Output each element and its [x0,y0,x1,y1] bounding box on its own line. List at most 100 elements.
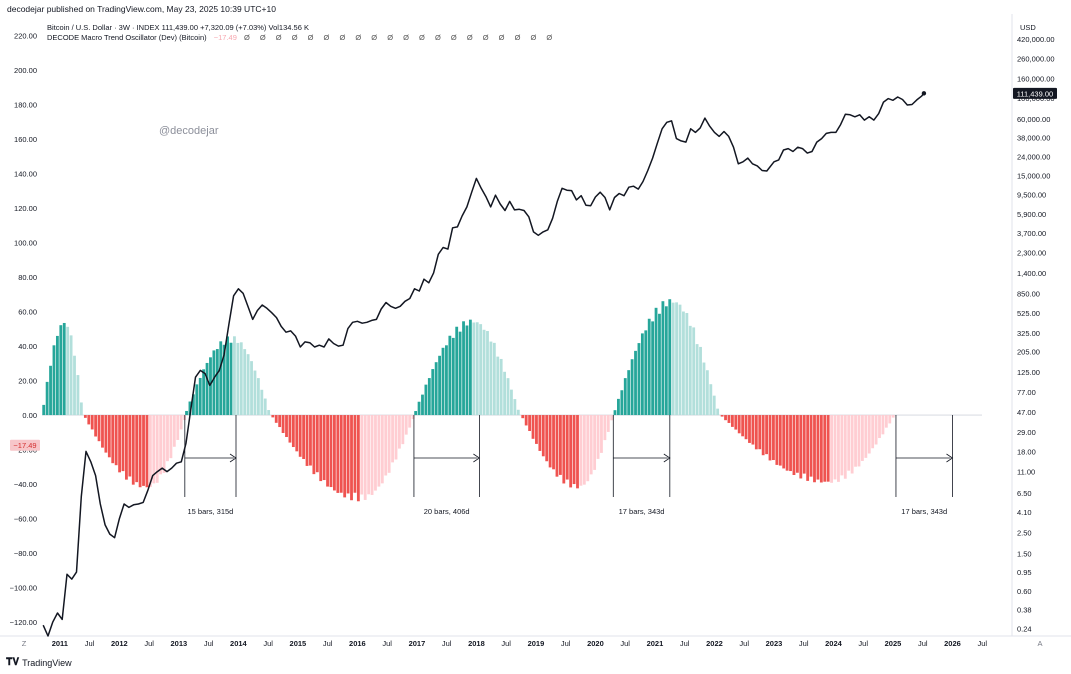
oscillator-bar [535,415,538,444]
oscillator-bar [329,415,333,488]
oscillator-bar [775,415,779,465]
oscillator-bar [267,410,271,416]
time-tick-label: 2016 [349,639,366,648]
right-tick-label: 9,500.00 [1017,190,1046,199]
last-price-dot [921,91,927,96]
oscillator-bar [188,401,192,416]
oscillator-bar [682,311,685,416]
oscillator-legend[interactable]: DECODE Macro Trend Oscillator (Dev) (Bit… [47,33,556,42]
left-tick-label: 0.00 [22,411,37,420]
last-price-badge-text: 111,439.00 [1017,89,1053,98]
oscillator-bar [647,318,651,416]
oscillator-bar [414,411,418,416]
oscillator-bar [654,307,658,416]
right-tick-label: 60,000.00 [1017,115,1050,124]
oscillator-bar [823,415,827,482]
oscillator-bar [558,415,562,475]
oscillator-bar [166,415,169,462]
oscillator-bar [107,415,111,458]
oscillator-bar [73,355,76,416]
time-tick-label: 2024 [825,639,843,648]
oscillator-bar [658,313,661,416]
cycle-arrow-head-icon [946,453,954,463]
oscillator-bar [295,415,299,452]
oscillator-bar [111,415,115,464]
watermark: @decodejar [159,125,219,137]
oscillator-extra-values: Ø Ø Ø Ø Ø Ø Ø Ø Ø Ø Ø Ø Ø Ø Ø Ø Ø Ø Ø Ø [243,33,557,42]
time-tick-label: 2020 [587,639,604,648]
oscillator-bar [162,415,166,473]
oscillator-bar [751,415,755,445]
oscillator-bar [79,402,83,416]
oscillator-bar [97,415,101,442]
oscillator-bar [278,415,282,428]
oscillator-bar [702,362,706,416]
left-tick-label: 20.00 [18,377,37,386]
left-tick-label: 220.00 [14,31,37,40]
oscillator-bar [55,335,59,416]
tradingview-logo[interactable]: 𝐓𝐕 TradingView [6,657,72,668]
oscillator-bar [668,299,672,416]
left-tick-label: 60.00 [18,307,37,316]
oscillator-bar [69,335,73,416]
oscillator-bar [586,415,590,482]
oscillator-value-badge-text: −17.49 [13,441,36,450]
oscillator-bar [709,384,713,416]
right-tick-label: 18.00 [1017,447,1036,456]
left-tick-label: −120.00 [10,618,37,627]
time-tick-label: 2018 [468,639,485,648]
oscillator-bar [59,325,63,416]
time-tick-label: 2011 [52,639,68,648]
oscillator-bar [545,415,549,462]
price-series [42,91,927,637]
oscillator-bar [212,350,216,416]
oscillator-bar [209,357,212,416]
oscillator-bar [114,415,118,466]
publisher-line: decodejar published on TradingView.com, … [7,4,276,14]
oscillator-bar [799,415,803,479]
oscillator-bar [343,415,347,498]
right-tick-label: 15,000.00 [1017,172,1050,181]
oscillator-bar [737,415,741,434]
oscillator-bar [271,415,275,418]
price-line [42,92,925,637]
oscillator-bar [593,415,597,470]
cycle-arrow-head-icon [663,453,671,463]
right-tick-label: 525.00 [1017,309,1040,318]
left-tick-label: −60.00 [14,515,37,524]
cycle-arrow-head-icon [229,453,237,463]
time-tick-label: Jul [918,639,928,648]
right-tick-label: 160,000.00 [1017,75,1055,84]
right-tick-label: 6.50 [1017,489,1032,498]
oscillator-bar [339,415,343,493]
oscillator-bar [637,343,641,416]
oscillator-bar [772,415,775,461]
oscillator-bar [884,415,888,428]
currency-label[interactable]: USD [1020,23,1036,32]
right-tick-label: 125.00 [1017,368,1040,377]
oscillator-bar [716,408,720,416]
oscillator-bar [205,362,209,416]
time-tick-label: Jul [501,639,511,648]
oscillator-bar [101,415,104,448]
oscillator-bar [606,415,610,432]
oscillator-bar [538,415,542,451]
price-legend[interactable]: Bitcoin / U.S. Dollar · 3W · INDEX 111,4… [47,23,309,32]
oscillator-bar [298,415,302,457]
oscillator-bar [350,415,353,501]
oscillator-value-badge [10,439,40,451]
oscillator-bar [809,415,813,477]
oscillator-bar [816,415,820,480]
oscillator-bar [302,415,306,460]
oscillator-bar [712,395,716,416]
oscillator-bar [589,415,593,475]
oscillator-bar [768,415,772,461]
oscillator-bar [489,341,493,416]
oscillator-bar [754,415,758,450]
oscillator-name: DECODE Macro Trend Oscillator (Dev) (Bit… [47,33,207,42]
oscillator-bar [620,390,624,416]
oscillator-bar [246,354,250,416]
time-tick-label: Jul [204,639,214,648]
cycle-annotation-label: 15 bars, 315d [187,507,233,516]
